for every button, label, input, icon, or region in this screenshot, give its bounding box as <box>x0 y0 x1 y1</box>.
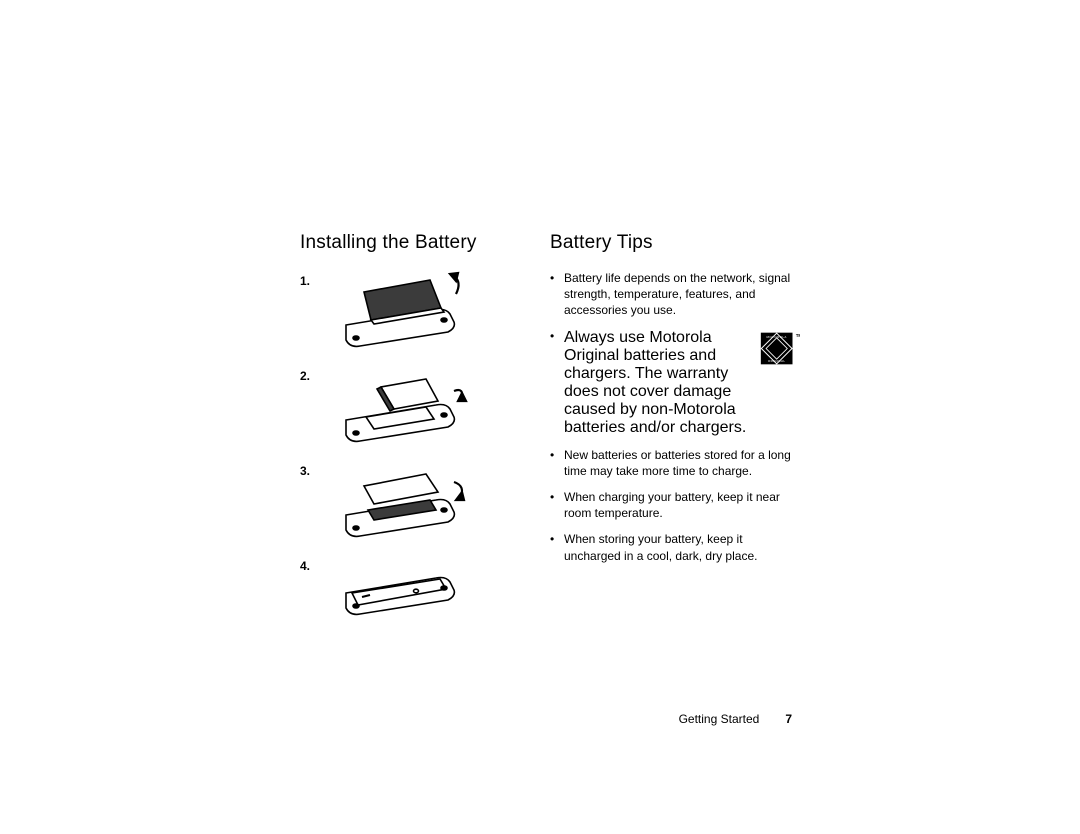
step-1: 1. <box>300 270 510 355</box>
page-number: 7 <box>785 712 792 726</box>
page-footer: Getting Started 7 <box>679 712 792 726</box>
content-area: Installing the Battery 1. <box>300 232 800 624</box>
battery-tips-column: Battery Tips Battery life depends on the… <box>550 232 800 624</box>
tip-2-text-content: Always use Motorola Original batteries a… <box>564 329 746 436</box>
step-1-number: 1. <box>300 270 316 288</box>
step-2-number: 2. <box>300 365 316 383</box>
tip-3: New batteries or batteries stored for a … <box>550 447 800 479</box>
tips-list: Battery life depends on the network, sig… <box>550 270 800 319</box>
motorola-original-badge-icon: TM MOTOROLA ORIGINAL <box>760 331 800 371</box>
tip-2-text: Always use Motorola Original batteries a… <box>550 329 752 437</box>
step-4: 4. <box>300 555 510 624</box>
install-steps: 1. <box>300 270 510 624</box>
tip-5: When storing your battery, keep it uncha… <box>550 531 800 563</box>
tm-label: TM <box>796 332 800 337</box>
badge-top-text: MOTOROLA <box>766 335 786 339</box>
installing-battery-column: Installing the Battery 1. <box>300 232 510 624</box>
badge-bottom-text: ORIGINAL <box>768 358 786 362</box>
tip-4: When charging your battery, keep it near… <box>550 489 800 521</box>
footer-section-label: Getting Started <box>679 712 760 726</box>
step-4-number: 4. <box>300 555 316 573</box>
step-3-number: 3. <box>300 460 316 478</box>
tips-list-continued: New batteries or batteries stored for a … <box>550 447 800 564</box>
step-2: 2. <box>300 365 510 450</box>
manual-page: Installing the Battery 1. <box>0 0 1080 834</box>
tip-1: Battery life depends on the network, sig… <box>550 270 800 319</box>
step-2-illustration <box>326 365 510 450</box>
step-1-illustration <box>326 270 510 355</box>
battery-tips-heading: Battery Tips <box>550 232 800 254</box>
step-4-illustration <box>326 555 510 624</box>
step-3-illustration <box>326 460 510 545</box>
step-3: 3. <box>300 460 510 545</box>
tip-2-with-badge: Always use Motorola Original batteries a… <box>550 329 800 437</box>
installing-battery-heading: Installing the Battery <box>300 232 510 254</box>
